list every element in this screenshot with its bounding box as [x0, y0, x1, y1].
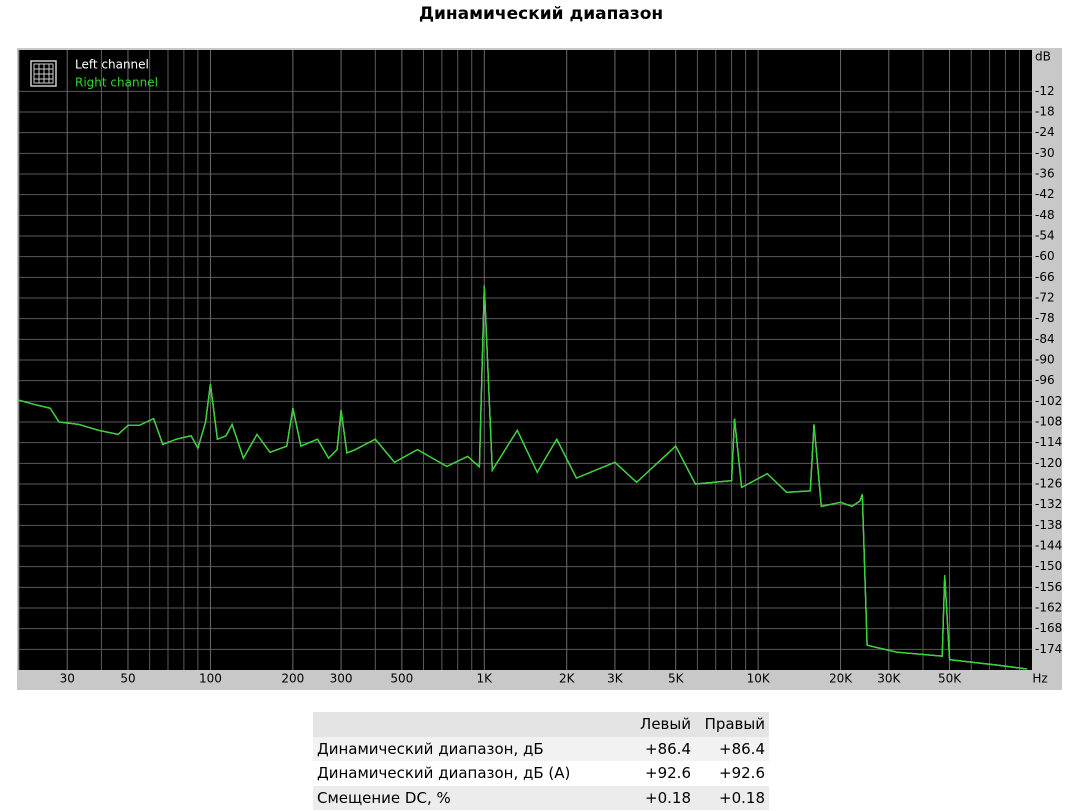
- y-tick-label: -168: [1035, 621, 1062, 635]
- x-tick-label: 10K: [747, 672, 771, 686]
- y-tick-label: -78: [1035, 311, 1055, 325]
- x-tick-label: 5K: [668, 672, 685, 686]
- y-axis-label: dB: [1035, 50, 1051, 64]
- row-label: Динамический диапазон, дБ (А): [317, 764, 571, 783]
- y-tick-label: -18: [1035, 105, 1055, 119]
- y-tick-label: -90: [1035, 353, 1055, 367]
- header-cell: Левый: [640, 715, 691, 734]
- chart-title: Динамический диапазон: [419, 4, 663, 24]
- legend-icon: [30, 60, 57, 87]
- y-tick-label: -108: [1035, 415, 1062, 429]
- x-tick-label: 300: [330, 672, 353, 686]
- x-tick-label: 30: [60, 672, 75, 686]
- y-tick-label: -60: [1035, 249, 1055, 263]
- y-tick-label: -102: [1035, 394, 1062, 408]
- cell: +0.18: [645, 788, 691, 807]
- y-tick-label: -156: [1035, 580, 1062, 594]
- x-tick-label: 2K: [559, 672, 576, 686]
- cell: +86.4: [719, 739, 765, 758]
- y-tick-label: -42: [1035, 187, 1055, 201]
- x-tick-label: 200: [281, 672, 304, 686]
- cell: +86.4: [645, 739, 691, 758]
- table-row: Динамический диапазон, дБ (А) +92.6 +92.…: [313, 761, 769, 786]
- y-tick-label: -120: [1035, 456, 1062, 470]
- series-line: [18, 285, 1028, 670]
- x-tick-label: 3K: [607, 672, 624, 686]
- y-tick-label: -150: [1035, 559, 1062, 573]
- table-header: Левый Правый: [313, 712, 769, 737]
- x-tick-label: 100: [199, 672, 222, 686]
- x-axis-label: Hz: [1032, 672, 1047, 686]
- legend-label: Right channel: [75, 76, 158, 90]
- y-tick-label: -84: [1035, 332, 1055, 346]
- y-tick-label: -12: [1035, 84, 1055, 98]
- cell: +0.18: [719, 788, 765, 807]
- lines: [18, 285, 1028, 670]
- y-tick-label: -138: [1035, 518, 1062, 532]
- y-tick-label: -162: [1035, 601, 1062, 615]
- chart: Динамический диапазон dB Hz -12 -18 -24 -30…: [17, 4, 1062, 690]
- y-tick-label: -48: [1035, 208, 1055, 222]
- row-label: Смещение DC, %: [317, 788, 451, 807]
- y-tick-label: -66: [1035, 270, 1055, 284]
- table-row: Смещение DC, % +0.18 +0.18: [313, 785, 769, 810]
- x-tick-label: 20K: [829, 672, 853, 686]
- results-table: Левый Правый Динамический диапазон, дБ +…: [313, 712, 769, 810]
- y-tick-label: -30: [1035, 146, 1055, 160]
- header-cell: Правый: [704, 715, 765, 734]
- cell: +92.6: [719, 764, 765, 783]
- y-tick-label: -126: [1035, 477, 1062, 491]
- x-tick-label: 1K: [477, 672, 494, 686]
- row-label: Динамический диапазон, дБ: [317, 739, 544, 758]
- y-tick-label: -132: [1035, 497, 1062, 511]
- y-tick-label: -144: [1035, 539, 1062, 553]
- y-tick-label: -114: [1035, 435, 1062, 449]
- y-tick-label: -96: [1035, 373, 1055, 387]
- y-tick-label: -54: [1035, 229, 1055, 243]
- y-tick-label: -24: [1035, 125, 1055, 139]
- y-tick-label: -72: [1035, 291, 1055, 305]
- x-tick-label: 50: [120, 672, 135, 686]
- x-tick-label: 30K: [877, 672, 901, 686]
- y-tick-label: -174: [1035, 642, 1062, 656]
- x-tick-label: 500: [390, 672, 413, 686]
- grid: [18, 50, 1032, 670]
- legend-label: Left channel: [75, 58, 149, 72]
- table-row: Динамический диапазон, дБ +86.4 +86.4: [313, 736, 769, 761]
- y-tick-label: -36: [1035, 167, 1055, 181]
- cell: +92.6: [645, 764, 691, 783]
- x-tick-label: 50K: [938, 672, 962, 686]
